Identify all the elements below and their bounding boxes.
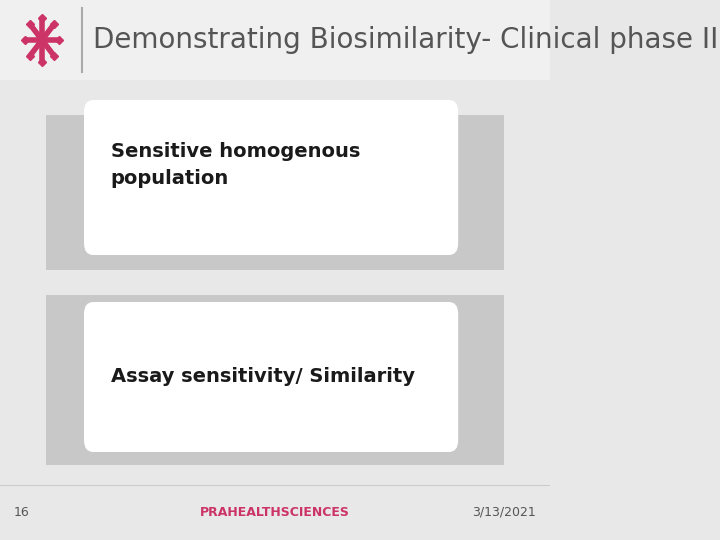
Text: Assay sensitivity/ Similarity: Assay sensitivity/ Similarity (111, 368, 415, 387)
Text: Sensitive homogenous
population: Sensitive homogenous population (111, 142, 360, 188)
FancyBboxPatch shape (0, 0, 550, 80)
FancyBboxPatch shape (46, 115, 504, 270)
FancyBboxPatch shape (0, 0, 550, 540)
Text: 16: 16 (14, 505, 30, 518)
FancyBboxPatch shape (84, 302, 458, 452)
Text: PRAHEALTHSCIENCES: PRAHEALTHSCIENCES (200, 505, 350, 518)
Text: 3/13/2021: 3/13/2021 (472, 505, 536, 518)
FancyBboxPatch shape (46, 295, 504, 465)
FancyBboxPatch shape (84, 100, 458, 255)
Text: Demonstrating Biosimilarity- Clinical phase III: Demonstrating Biosimilarity- Clinical ph… (93, 26, 720, 54)
